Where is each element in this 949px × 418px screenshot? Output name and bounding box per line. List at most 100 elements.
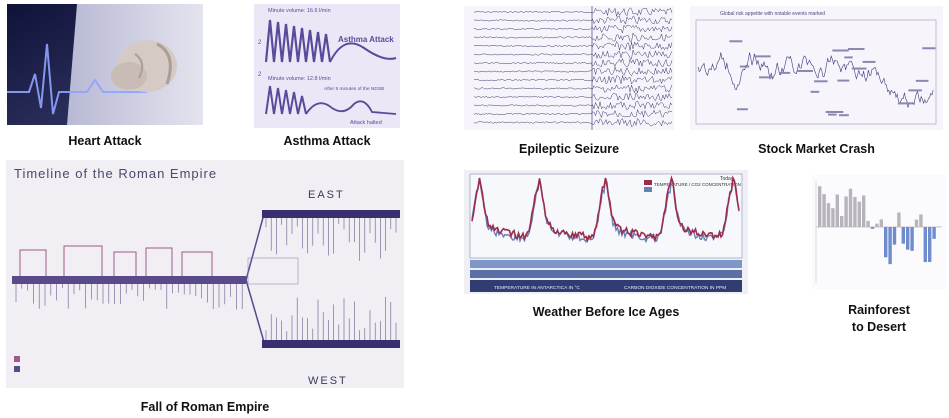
eeg-trace	[473, 24, 673, 34]
ice-today-label: Today	[720, 176, 734, 182]
roman-east-label: EAST	[308, 189, 345, 201]
stock-annotation-mark	[922, 47, 936, 50]
asthma-top-label: Minute volume: 16.6 l/min	[268, 8, 331, 14]
stock-annotation-mark	[832, 49, 849, 52]
rainforest-to-desert-chart	[812, 175, 946, 289]
stock-annotation-mark	[828, 113, 837, 116]
heart-attack-image	[7, 4, 203, 125]
stock-annotation-mark	[844, 56, 853, 59]
rain-bar	[857, 201, 861, 227]
eeg-trace	[473, 84, 673, 94]
rain-bar	[901, 227, 905, 244]
fall-of-roman-empire-caption: Fall of Roman Empire	[140, 400, 270, 414]
rain-bar	[835, 194, 839, 227]
rain-bar	[932, 227, 936, 239]
stock-annotation-mark	[837, 79, 850, 82]
eeg-trace	[473, 92, 673, 102]
asthma-lower-wave	[265, 85, 307, 115]
asthma-upper-wave	[264, 19, 332, 63]
rainforest-caption-line2: to Desert	[851, 320, 907, 334]
stock-annotation-mark	[839, 114, 849, 117]
rain-bar	[844, 196, 848, 227]
stock-annotation-mark	[797, 69, 813, 72]
rain-bar	[884, 227, 888, 258]
rain-bar	[914, 219, 919, 227]
stock-annotation-mark	[825, 110, 844, 113]
roman-timeline-title: Timeline of the Roman Empire	[14, 166, 217, 181]
roman-east-timeline	[262, 210, 400, 218]
stock-annotation-mark	[814, 80, 828, 83]
stock-annotation-mark	[729, 40, 743, 43]
rain-bar	[936, 226, 941, 227]
ice-legend: TEMPERATURE / CO2 CONCENTRATION	[654, 182, 741, 187]
eeg-trace	[473, 66, 673, 77]
rain-bar	[822, 194, 826, 227]
stock-annotation-mark	[908, 89, 922, 92]
rain-bar	[892, 227, 897, 245]
heart-attack-caption: Heart Attack	[68, 134, 142, 148]
ice-footer-right: CARBON DIOXIDE CONCENTRATION IN PPM	[624, 285, 726, 291]
stock-annotation-mark	[753, 55, 771, 58]
rain-bar	[888, 227, 892, 265]
stock-annotation-mark	[739, 65, 750, 68]
rain-bar	[831, 208, 835, 227]
rain-bar	[870, 227, 875, 229]
stock-top-label: Global risk appetite with notable events…	[720, 11, 825, 17]
rain-bar	[910, 227, 914, 251]
asthma-attack-chart: Minute volume: 16.6 l/min 2 2 Asthma Att…	[254, 4, 400, 128]
roman-empire-timeline: Timeline of the Roman Empire EAST WEST	[6, 160, 404, 388]
rain-bar	[826, 203, 831, 227]
roman-west-label: WEST	[308, 375, 348, 387]
asthma-sub-label: After 5 minutes of the NDSB	[324, 86, 384, 92]
rain-bar	[919, 214, 923, 227]
ice-footer-left: TEMPERATURE IN ANTARCTICA IN °C	[494, 285, 580, 291]
rain-bar	[866, 220, 870, 227]
stock-annotation-mark	[810, 90, 820, 93]
stock-annotation-mark	[897, 102, 913, 105]
eeg-trace	[473, 100, 673, 111]
roman-main-timeline	[12, 276, 246, 284]
epileptic-seizure-chart	[464, 6, 674, 130]
rain-bar	[853, 196, 857, 227]
epileptic-seizure-caption: Epileptic Seizure	[518, 142, 620, 156]
rain-bar	[840, 216, 844, 227]
stock-annotation-mark	[915, 79, 929, 82]
eeg-trace	[473, 49, 673, 60]
weather-before-ice-ages-caption: Weather Before Ice Ages	[532, 305, 680, 319]
heart-attack-illustration	[7, 4, 203, 125]
eeg-trace	[473, 15, 673, 25]
rainforest-to-desert-caption: Rainforest to Desert	[812, 302, 946, 336]
eeg-trace	[473, 108, 673, 119]
svg-text:2: 2	[258, 72, 262, 78]
rain-bar	[928, 227, 932, 262]
eeg-trace	[473, 40, 673, 51]
rain-bar	[897, 212, 901, 227]
eeg-trace	[473, 57, 673, 68]
eeg-trace	[473, 75, 673, 85]
stock-market-crash-chart: Global risk appetite with notable events…	[690, 6, 943, 130]
roman-west-timeline	[262, 340, 400, 348]
stock-annotation-mark	[847, 48, 865, 51]
rain-bar	[879, 219, 883, 227]
eeg-trace	[473, 117, 673, 128]
ice-age-weather-chart: TEMPERATURE / CO2 CONCENTRATION Today TE…	[464, 170, 748, 294]
stock-market-crash-caption: Stock Market Crash	[758, 142, 875, 156]
stock-annotation-mark	[779, 71, 791, 74]
stock-line	[697, 52, 934, 108]
svg-text:2: 2	[258, 40, 262, 46]
rain-bar	[906, 227, 910, 250]
ice-series-line	[471, 175, 740, 244]
rain-bar	[848, 188, 853, 227]
rain-bar	[923, 227, 927, 263]
stock-annotation-mark	[736, 108, 748, 111]
rain-bar	[818, 186, 822, 227]
eeg-trace	[473, 7, 673, 17]
stock-annotation-mark	[851, 67, 867, 70]
rain-bar	[862, 195, 866, 227]
asthma-bottom-label: Attack halted	[350, 120, 382, 126]
asthma-mid-label: Minute volume: 12.8 l/min	[268, 76, 331, 82]
eeg-trace	[473, 32, 673, 42]
asthma-attack-caption: Asthma Attack	[283, 134, 371, 148]
rainforest-caption-line1: Rainforest	[848, 303, 910, 317]
stock-annotation-mark	[862, 60, 876, 63]
